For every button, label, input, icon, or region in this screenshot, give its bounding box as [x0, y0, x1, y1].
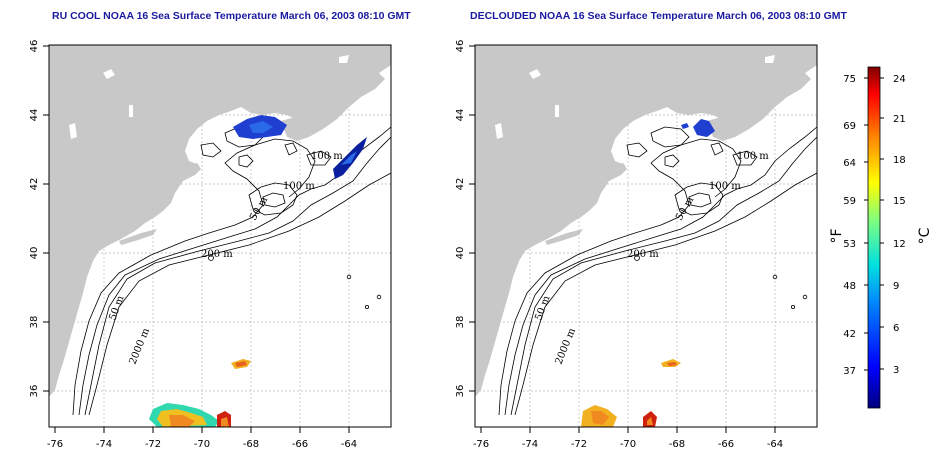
map-frame — [48, 44, 392, 428]
contour-label-100m-gb: 100 m — [283, 181, 315, 192]
x-tick-label: -76 — [473, 439, 489, 450]
colorbar-fahrenheit-label: °F — [829, 228, 845, 243]
colorbar-f-tick: 69 — [843, 121, 856, 132]
y-tick-label: 42 — [29, 178, 40, 191]
x-tick-label: -72 — [571, 439, 587, 450]
contour-label-100m-ne: 100 m — [311, 151, 343, 162]
colorbar-f-tick: 42 — [843, 329, 856, 340]
colorbar-c-tick: 12 — [893, 239, 906, 250]
colorbar: 75 69 64 59 53 48 42 37 24 21 18 15 12 9… — [829, 66, 933, 409]
colorbar-c-tick: 24 — [893, 74, 906, 85]
x-tick-label: -66 — [292, 439, 308, 450]
sst-warm-patch — [581, 359, 681, 427]
x-tick-label: -76 — [47, 439, 63, 450]
map-frame — [474, 44, 818, 428]
sst-warm-patch — [149, 359, 251, 427]
x-tick-label: -64 — [341, 439, 357, 450]
y-tick-label: 36 — [29, 385, 40, 398]
colorbar-c-tick: 18 — [893, 155, 906, 166]
map-panel-2: 100 m 100 m 50 m 200 m 50 m 2000 m -76 -… — [455, 40, 818, 450]
colorbar-f-tick: 53 — [843, 239, 856, 250]
contour-label-200m: 200 m — [627, 249, 659, 260]
x-tick-label: -72 — [145, 439, 161, 450]
panel-1-title: RU COOL NOAA 16 Sea Surface Temperature … — [52, 10, 411, 22]
x-tick-label: -68 — [243, 439, 259, 450]
colorbar-c-tick: 21 — [893, 114, 906, 125]
y-tick-label: 44 — [455, 109, 466, 122]
map-panel-1: 100 m 100 m 50 m 200 m 50 m 2000 m -76 -… — [29, 40, 392, 450]
sst-cold-patch — [233, 115, 367, 179]
colorbar-c-tick: 9 — [893, 281, 899, 292]
y-tick-label: 38 — [29, 316, 40, 329]
y-tick-label: 40 — [29, 247, 40, 260]
contour-label-100m-gb: 100 m — [709, 181, 741, 192]
x-tick-label: -66 — [718, 439, 734, 450]
x-tick-label: -70 — [620, 439, 636, 450]
y-tick-label: 38 — [455, 316, 466, 329]
colorbar-f-tick: 37 — [843, 366, 856, 377]
contour-label-200m: 200 m — [201, 249, 233, 260]
y-tick-label: 46 — [29, 40, 40, 53]
x-tick-label: -68 — [669, 439, 685, 450]
x-tick-label: -70 — [194, 439, 210, 450]
colorbar-f-tick: 59 — [843, 196, 856, 207]
colorbar-celsius-label: °C — [917, 227, 933, 244]
y-tick-label: 36 — [455, 385, 466, 398]
colorbar-gradient — [867, 66, 881, 409]
sst-cold-patch — [681, 119, 715, 137]
x-tick-label: -74 — [522, 439, 538, 450]
colorbar-f-tick: 64 — [843, 158, 856, 169]
colorbar-c-tick: 15 — [893, 196, 906, 207]
x-tick-label: -64 — [767, 439, 783, 450]
colorbar-c-tick: 3 — [893, 365, 899, 376]
y-tick-label: 40 — [455, 247, 466, 260]
y-tick-label: 44 — [29, 109, 40, 122]
colorbar-f-tick: 75 — [843, 74, 856, 85]
y-tick-label: 42 — [455, 178, 466, 191]
colorbar-c-tick: 6 — [893, 323, 899, 334]
contour-label-100m-ne: 100 m — [737, 151, 769, 162]
x-tick-label: -74 — [96, 439, 112, 450]
y-tick-label: 46 — [455, 40, 466, 53]
panel-2-title: DECLOUDED NOAA 16 Sea Surface Temperatur… — [470, 10, 847, 22]
colorbar-f-tick: 48 — [843, 281, 856, 292]
